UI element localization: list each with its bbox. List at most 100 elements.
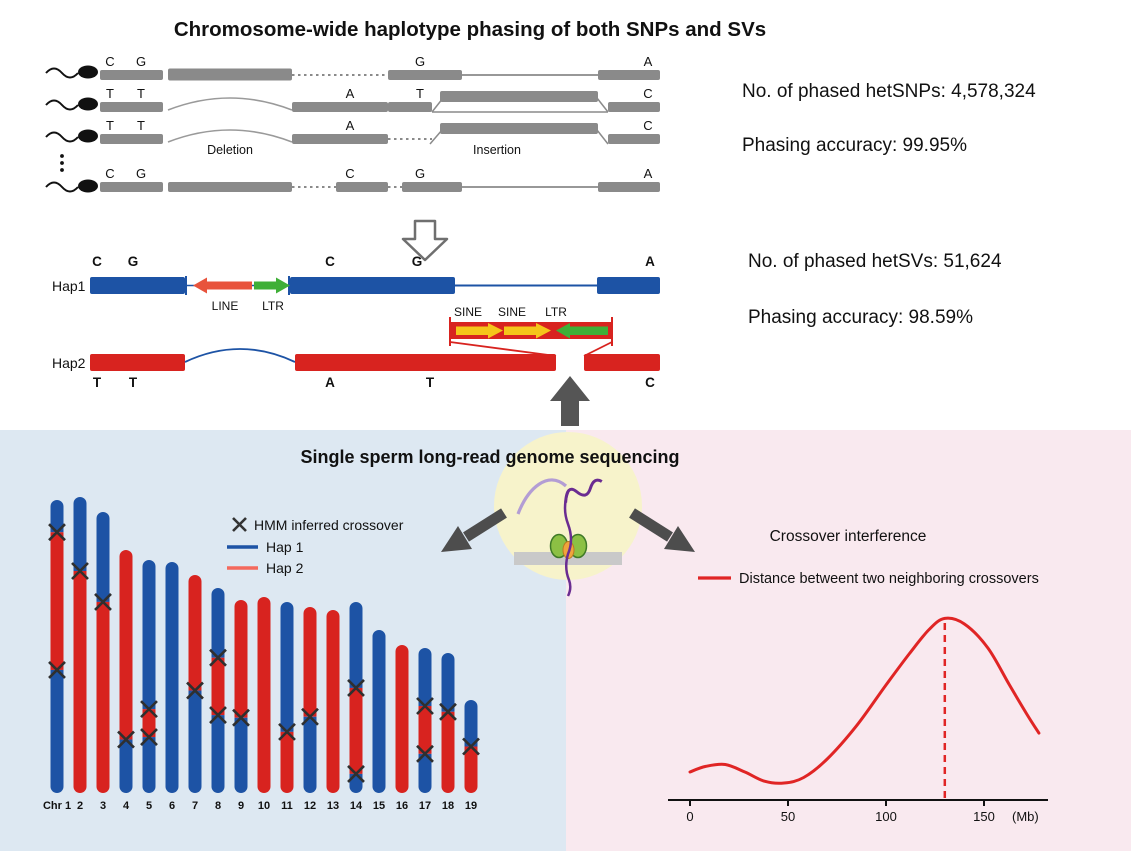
sperm-icon	[45, 129, 98, 143]
crossover-mark	[416, 697, 434, 715]
chromosome-bar-segment	[142, 709, 156, 738]
up-arrow-icon	[550, 376, 590, 426]
interference-line-chart: 0 50 100 150 (Mb)	[668, 616, 1048, 824]
chromosome-bar-segment	[234, 717, 248, 793]
read-row-1	[100, 68, 660, 81]
nanopore-sequencer-icon	[514, 478, 622, 597]
sperm-icon	[45, 179, 98, 193]
crossover-mark	[140, 700, 158, 719]
x-axis-unit-label: (Mb)	[1012, 809, 1039, 824]
x-axis-tick-label: 100	[875, 809, 897, 824]
chromosome-bar-segment	[119, 739, 133, 793]
bottom-right-panel-bg	[566, 430, 1131, 851]
sperm-icon	[45, 97, 98, 111]
chromosome-label: 11	[281, 800, 293, 812]
chromosome-bar-segment	[418, 648, 432, 706]
main-title: Chromosome-wide haplotype phasing of bot…	[174, 18, 766, 41]
chromosome-label: 2	[77, 800, 83, 812]
down-arrow-icon	[401, 219, 449, 262]
chromosome-label: 18	[442, 800, 454, 812]
hap1-segment	[290, 277, 455, 294]
chromosome-bar-segment	[142, 737, 156, 793]
allele-letter: A	[346, 118, 355, 133]
line-label: LINE	[212, 299, 239, 313]
hap2-allele: T	[129, 375, 138, 390]
allele-letter: C	[105, 54, 114, 69]
deletion-arc	[184, 348, 296, 363]
allele-letter: C	[345, 166, 354, 181]
legend-hap2-label: Hap 2	[266, 560, 304, 576]
chromosome-label: 8	[215, 800, 221, 812]
sperm-icon	[45, 65, 98, 79]
allele-letter: T	[416, 86, 424, 101]
chromosome-bar-segment	[418, 753, 432, 793]
hap2-segment	[90, 354, 185, 371]
hap1-segment	[90, 277, 185, 294]
sine-label: SINE	[454, 305, 482, 319]
legend-distance-label: Distance betweent two neighboring crosso…	[739, 571, 1039, 587]
allele-letter: A	[644, 166, 653, 181]
sine-arrow-icon	[456, 323, 503, 339]
chromosome-label: 19	[465, 800, 477, 812]
hap2-allele: T	[426, 375, 435, 390]
chromosome-bar-segment	[188, 575, 202, 691]
chromosome-bar-segment	[303, 607, 317, 717]
allele-letter: T	[106, 118, 114, 133]
chromosome-bar-segment	[372, 630, 386, 793]
crossover-mark	[232, 708, 250, 727]
chromosome-label: 5	[146, 800, 152, 812]
hap2-allele: C	[645, 375, 655, 390]
allele-letter: T	[137, 86, 145, 101]
chromosome-bar-segment	[418, 706, 432, 754]
crossover-mark	[209, 706, 227, 725]
read-row-3	[100, 123, 660, 145]
read-row-4	[100, 182, 660, 192]
chromosome-chart-legend: HMM inferred crossover Hap 1 Hap 2	[227, 517, 404, 576]
hap2-label: Hap2	[52, 355, 86, 371]
chromosome-label: 9	[238, 800, 244, 812]
crossover-mark	[347, 679, 365, 697]
allele-letter: G	[415, 166, 425, 181]
chromosome-bar-segment	[96, 601, 110, 793]
chromosome-label: 10	[258, 800, 270, 812]
hap1-segment	[597, 277, 660, 294]
read-row-2	[100, 91, 660, 113]
chromosome-label: Chr 1	[43, 800, 71, 812]
crossover-mark	[462, 737, 480, 756]
chromosome-bar-chart: Chr 1 2 3 4 5 6 7 8 9 10 11 12 13 14 15 16 17 18 19	[43, 497, 480, 812]
chromosome-bar-segment	[441, 711, 455, 793]
chromosome-label: 14	[350, 800, 363, 812]
allele-letter: G	[136, 54, 146, 69]
deletion-label: Deletion	[207, 143, 253, 157]
ltr-arrow-icon	[254, 277, 290, 294]
chromosome-bar-segment	[464, 746, 478, 793]
ltr-arrow-icon	[556, 323, 608, 339]
chromosome-bar-segment	[257, 597, 271, 793]
allele-letter: C	[105, 166, 114, 181]
stat-sv-accuracy: Phasing accuracy: 98.59%	[748, 307, 973, 328]
stat-snp-accuracy: Phasing accuracy: 99.95%	[742, 135, 967, 156]
hap1-allele: G	[412, 254, 423, 269]
sine-label: SINE	[498, 305, 526, 319]
chromosome-bar-segment	[50, 532, 64, 670]
hap1-allele: A	[645, 254, 655, 269]
crossover-mark	[48, 661, 66, 679]
chromosome-label: 15	[373, 800, 385, 812]
legend-crossover-label: HMM inferred crossover	[254, 517, 404, 533]
hap1-allele: C	[325, 254, 335, 269]
ltr-label: LTR	[262, 299, 284, 313]
chromosome-label: 3	[100, 800, 106, 812]
chromosome-label: 7	[192, 800, 198, 812]
stat-hetsvs: No. of phased hetSVs: 51,624	[748, 251, 1002, 272]
chromosome-bar-segment	[188, 690, 202, 793]
chromosome-bar-segment	[280, 731, 294, 793]
chromosome-bar-segment	[50, 669, 64, 793]
crossover-mark	[278, 722, 296, 741]
vertical-ellipsis-icon	[60, 154, 64, 172]
crossover-mark	[186, 681, 204, 700]
chromosome-bar-segment	[280, 602, 294, 732]
chromosome-bar-segment	[119, 550, 133, 740]
legend-hap1-label: Hap 1	[266, 539, 304, 555]
